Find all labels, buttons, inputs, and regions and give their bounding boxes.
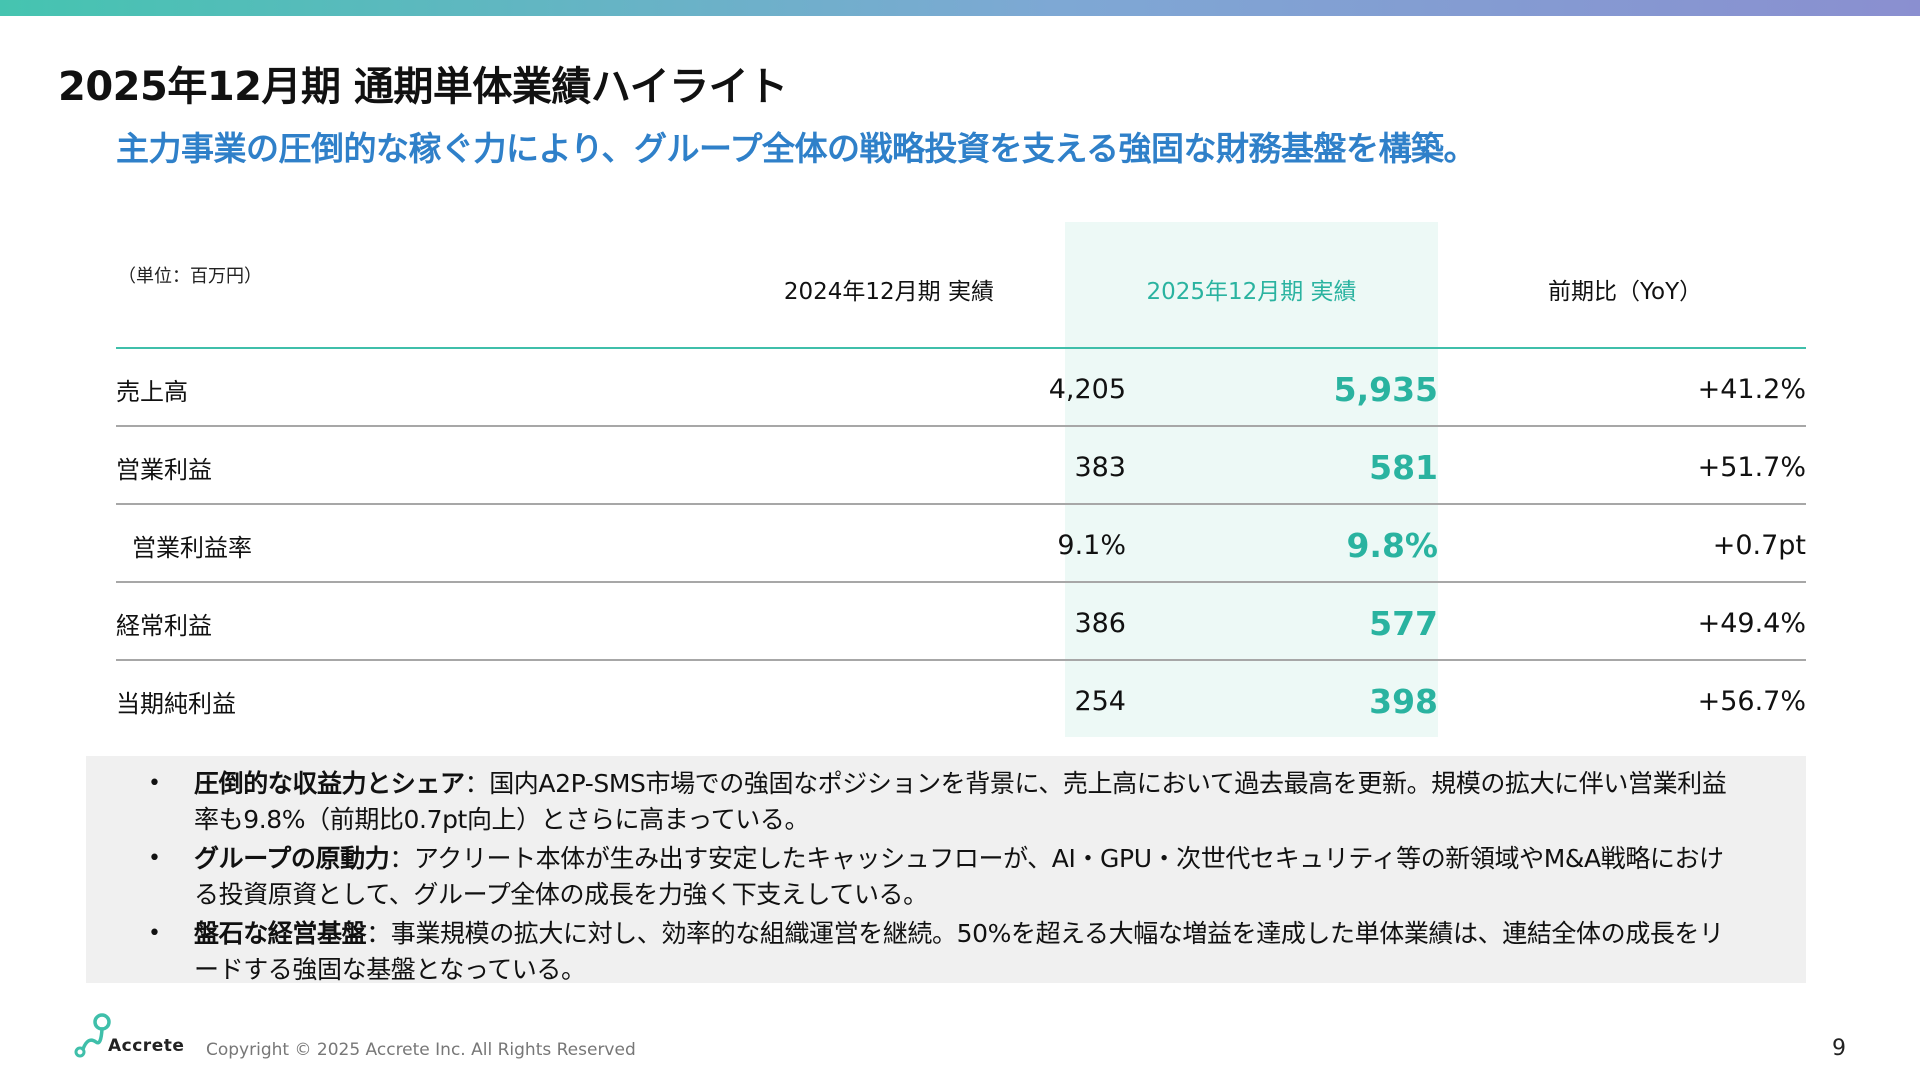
prev-value: 9.1% bbox=[1057, 530, 1126, 561]
note-item: • 圧倒的な収益力とシェア：国内A2P-SMS市場での強固なポジションを背景に、… bbox=[126, 766, 1746, 838]
column-header-prev: 2024年12月期 実績 bbox=[783, 279, 994, 305]
page-subtitle: 主力事業の圧倒的な稼ぐ力により、グループ全体の戦略投資を支える強固な財務基盤を構… bbox=[116, 129, 1477, 168]
column-header-yoy: 前期比（YoY） bbox=[1548, 279, 1703, 305]
row-divider bbox=[116, 425, 1806, 427]
logo-wordmark: Accrete bbox=[108, 1036, 185, 1056]
table-row-sales: 売上高 4,205 5,935 +41.2% bbox=[116, 350, 1806, 427]
note-item: • 盤石な経営基盤：事業規模の拡大に対し、効率的な組織運営を継続。50%を超える… bbox=[126, 916, 1746, 988]
yoy-value: +0.7pt bbox=[1712, 530, 1806, 561]
notes-box: • 圧倒的な収益力とシェア：国内A2P-SMS市場での強固なポジションを背景に、… bbox=[86, 756, 1806, 984]
yoy-value: +41.2% bbox=[1697, 374, 1806, 405]
bullet: • bbox=[148, 921, 161, 946]
accrete-logo: Accrete bbox=[74, 1012, 190, 1060]
row-label: 売上高 bbox=[116, 378, 188, 406]
copyright-text: Copyright © 2025 Accrete Inc. All Rights… bbox=[206, 1040, 636, 1060]
yoy-value: +49.4% bbox=[1697, 608, 1806, 639]
row-label: 営業利益率 bbox=[132, 534, 252, 562]
current-value: 398 bbox=[1369, 682, 1438, 721]
yoy-value: +51.7% bbox=[1697, 452, 1806, 483]
unit-note: （単位：百万円） bbox=[118, 266, 262, 287]
note-text: ：国内A2P-SMS市場での強固なポジションを背景に、売上高において過去最高を更… bbox=[194, 769, 1727, 834]
note-heading: 圧倒的な収益力とシェア bbox=[194, 769, 465, 798]
prev-value: 386 bbox=[1074, 608, 1126, 639]
prev-value: 4,205 bbox=[1048, 374, 1126, 405]
bullet: • bbox=[148, 846, 161, 871]
table-row-operating-profit: 営業利益 383 581 +51.7% bbox=[116, 428, 1806, 505]
current-value: 5,935 bbox=[1333, 370, 1438, 409]
note-text: ：アクリート本体が生み出す安定したキャッシュフローが、AI・GPU・次世代セキュ… bbox=[194, 844, 1724, 909]
row-divider bbox=[116, 581, 1806, 583]
current-period-highlight bbox=[1065, 222, 1438, 737]
note-item: • グループの原動力：アクリート本体が生み出す安定したキャッシュフローが、AI・… bbox=[126, 841, 1746, 913]
page-number: 9 bbox=[1832, 1036, 1846, 1061]
note-text: ：事業規模の拡大に対し、効率的な組織運営を継続。50%を超える大幅な増益を達成し… bbox=[194, 919, 1724, 984]
column-header-current: 2025年12月期 実績 bbox=[1146, 279, 1357, 305]
prev-value: 383 bbox=[1074, 452, 1126, 483]
row-label: 営業利益 bbox=[116, 456, 212, 484]
table-row-ordinary-profit: 経常利益 386 577 +49.4% bbox=[116, 584, 1806, 661]
table-row-operating-margin: 営業利益率 9.1% 9.8% +0.7pt bbox=[116, 506, 1806, 583]
current-value: 581 bbox=[1369, 448, 1438, 487]
prev-value: 254 bbox=[1074, 686, 1126, 717]
row-divider bbox=[116, 659, 1806, 661]
current-value: 9.8% bbox=[1346, 526, 1438, 565]
page-title: 2025年12月期 通期単体業績ハイライト bbox=[58, 64, 788, 110]
current-value: 577 bbox=[1369, 604, 1438, 643]
top-gradient-bar bbox=[0, 0, 1920, 16]
bullet: • bbox=[148, 771, 161, 796]
table-row-net-income: 当期純利益 254 398 +56.7% bbox=[116, 662, 1806, 739]
note-heading: グループの原動力 bbox=[194, 844, 390, 873]
logo-mark-icon bbox=[74, 1013, 111, 1058]
row-label: 経常利益 bbox=[116, 612, 212, 640]
yoy-value: +56.7% bbox=[1697, 686, 1806, 717]
header-divider bbox=[116, 347, 1806, 349]
note-heading: 盤石な経営基盤 bbox=[194, 919, 367, 948]
row-label: 当期純利益 bbox=[116, 690, 236, 718]
row-divider bbox=[116, 503, 1806, 505]
